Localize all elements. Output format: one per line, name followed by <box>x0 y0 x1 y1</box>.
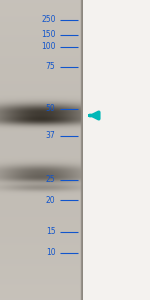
Text: 50: 50 <box>46 104 56 113</box>
Text: 250: 250 <box>41 15 56 24</box>
Text: 25: 25 <box>46 176 56 184</box>
Text: 15: 15 <box>46 227 56 236</box>
Text: 20: 20 <box>46 196 56 205</box>
Text: 75: 75 <box>46 62 56 71</box>
Text: 37: 37 <box>46 131 56 140</box>
Text: 100: 100 <box>41 42 56 51</box>
Text: 150: 150 <box>41 30 56 39</box>
Text: 10: 10 <box>46 248 56 257</box>
